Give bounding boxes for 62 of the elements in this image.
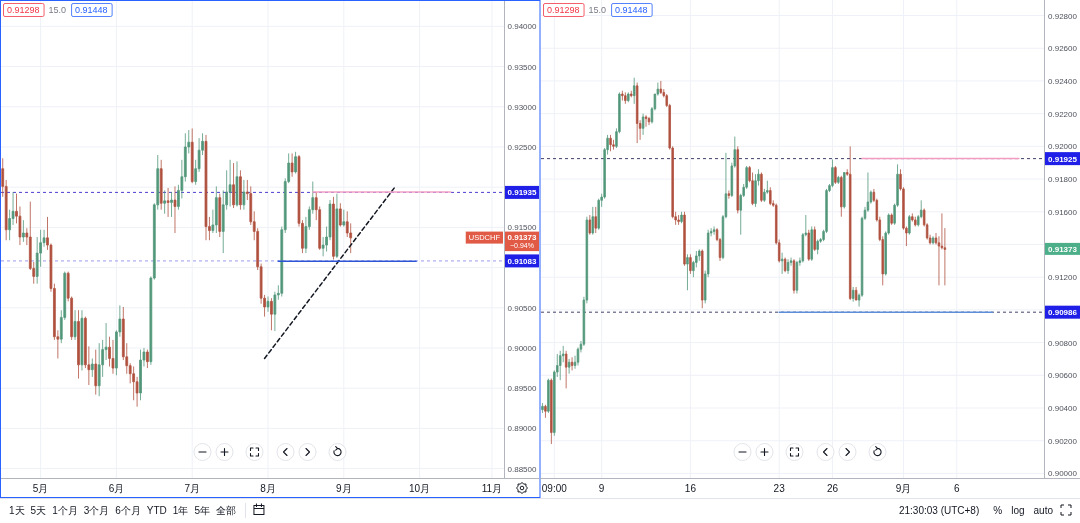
x-tick-label: 16 <box>684 483 696 494</box>
toolbar-item: 21:30:03 (UTC+8) <box>898 504 980 516</box>
y-tick-label: 0.91500 <box>507 223 537 233</box>
x-tick-label: 6 <box>953 483 960 494</box>
x-tick-label: 9月 <box>336 483 352 494</box>
toolbar-item: 1年 <box>172 504 189 516</box>
toolbar-item: log <box>1011 504 1025 516</box>
annotation: 0.91448 <box>75 5 108 16</box>
toolbar-item: 3个月 <box>83 504 110 516</box>
y-tick-label: 0.89500 <box>507 384 537 394</box>
x-tick-label: 23 <box>773 483 785 494</box>
y-tick-label: 0.90800 <box>1048 338 1077 348</box>
y-tick-label: 0.92400 <box>1048 76 1077 86</box>
y-tick-label: 0.92200 <box>1048 109 1077 119</box>
y-tick-label: 0.91800 <box>1048 175 1077 185</box>
toolbar-item: % <box>993 504 1003 516</box>
toolbar-item: 1个月 <box>52 504 78 516</box>
x-tick-label: 7月 <box>184 483 200 494</box>
indicator-value: 15.0 <box>48 5 67 16</box>
x-tick-label: 8月 <box>260 483 276 494</box>
toolbar-item: 1天 <box>9 504 25 516</box>
indicator-value: 0.91448 <box>611 3 653 17</box>
indicator-value: 0.91298 <box>543 3 585 17</box>
y-tick-label: 0.93000 <box>507 102 537 112</box>
indicator-value: 15.0 <box>588 5 607 16</box>
y-tick-label: 0.90600 <box>1048 371 1077 381</box>
indicator-value: 0.91448 <box>71 3 113 17</box>
y-tick-label: 0.90000 <box>507 344 537 353</box>
y-tick-label: 0.90000 <box>1048 469 1077 479</box>
y-tick-label: 0.92600 <box>1048 44 1077 54</box>
x-tick-label: 9 <box>598 483 605 494</box>
y-tick-label: 0.94000 <box>507 22 537 32</box>
x-tick-label: 6月 <box>108 483 125 494</box>
y-tick-label: 0.92000 <box>1048 142 1077 152</box>
indicator-value: 0.91298 <box>3 3 45 17</box>
y-tick-label: 0.93500 <box>507 62 537 72</box>
x-tick-label: 26 <box>826 483 838 494</box>
y-tick-label: 0.91600 <box>1048 207 1077 217</box>
y-tick-label: 0.88500 <box>507 464 537 474</box>
y-tick-label: 0.90200 <box>1048 436 1077 446</box>
y-tick-label: 0.90400 <box>1048 404 1077 413</box>
toolbar-item: 全部 <box>215 504 236 516</box>
toolbar-item: YTD <box>146 504 167 516</box>
ref-tag: 0.91925 <box>1045 152 1080 166</box>
annotation: 0.91448 <box>615 5 648 16</box>
toolbar-item: 5年 <box>194 504 210 516</box>
y-tick-label: 0.90500 <box>507 303 537 313</box>
x-tick-label: 10月 <box>409 483 431 494</box>
annotation: 0.91298 <box>547 5 580 16</box>
y-tick-label: 0.92800 <box>1048 11 1077 21</box>
toolbar-item: 5天 <box>30 504 47 516</box>
x-tick-label: 11月 <box>481 483 503 494</box>
ref-tag: 0.91083 <box>505 254 539 268</box>
x-tick-label: 5月 <box>32 483 49 494</box>
x-tick-label: 09:00 <box>541 483 567 494</box>
y-tick-label: 0.89000 <box>507 424 537 434</box>
x-tick-label: 9月 <box>895 483 912 494</box>
y-tick-label: 0.92500 <box>507 143 537 152</box>
toolbar-item: auto <box>1033 504 1053 516</box>
annotation: 0.91298 <box>7 5 40 16</box>
y-tick-label: 0.91200 <box>1048 273 1077 283</box>
toolbar-item: 6个月 <box>115 504 141 516</box>
